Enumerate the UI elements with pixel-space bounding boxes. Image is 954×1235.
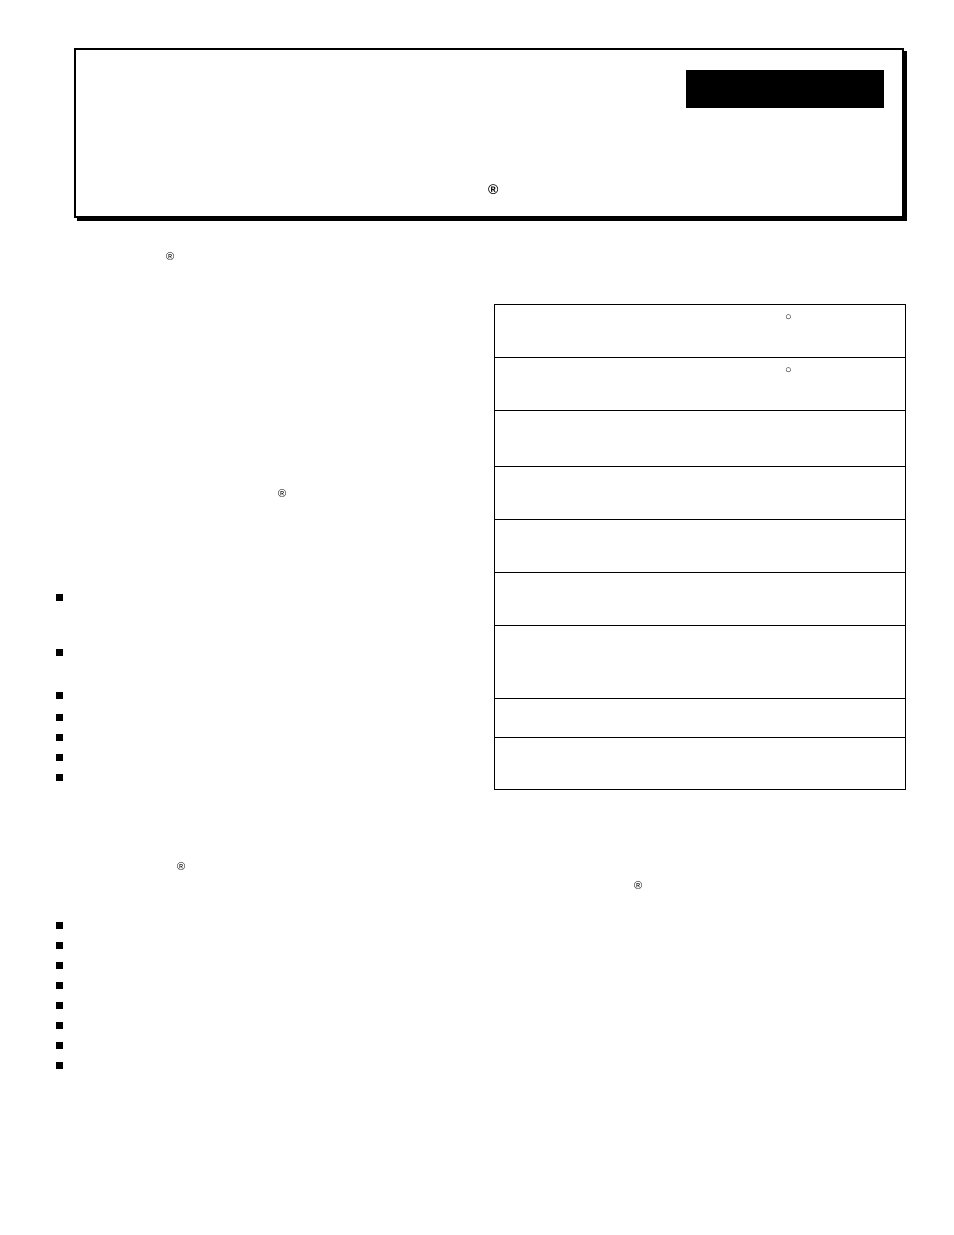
- table-cell-value: [765, 520, 905, 540]
- bullet-icon: [56, 774, 63, 781]
- bullet-icon: [56, 1002, 63, 1009]
- registered-icon: ®: [177, 861, 185, 873]
- bullet-icon: [56, 649, 63, 656]
- table-row: [495, 626, 905, 699]
- table-row: [495, 411, 905, 467]
- bullet-icon: [56, 692, 63, 699]
- table-cell-value: [765, 699, 905, 719]
- bullet-icon: [56, 962, 63, 969]
- table-cell-label: [495, 738, 765, 758]
- table-row: [495, 573, 905, 626]
- bullet-icon: [56, 942, 63, 949]
- table-cell-label: [495, 305, 765, 325]
- bullet-icon: [56, 714, 63, 721]
- table-cell-label: [495, 358, 765, 378]
- bullet-list-2: [56, 922, 63, 1082]
- bullet-icon: [56, 754, 63, 761]
- table-row: [495, 738, 905, 789]
- bullet-icon: [56, 982, 63, 989]
- table-cell-label: [495, 626, 765, 646]
- table-cell-value: [765, 738, 905, 758]
- degree-icon: ○: [785, 311, 792, 323]
- table-row: [495, 699, 905, 738]
- table-cell-label: [495, 467, 765, 487]
- table-row: [495, 467, 905, 520]
- bullet-icon: [56, 1062, 63, 1069]
- bullet-icon: [56, 1022, 63, 1029]
- spec-table: [494, 304, 906, 790]
- table-cell-label: [495, 520, 765, 540]
- bullet-icon: [56, 594, 63, 601]
- table-cell-value: [765, 573, 905, 593]
- bullet-icon: [56, 922, 63, 929]
- table-cell-label: [495, 573, 765, 593]
- bullet-list-1: [56, 594, 63, 796]
- bullet-icon: [56, 734, 63, 741]
- table-cell-value: [765, 411, 905, 431]
- registered-icon: ®: [488, 181, 498, 197]
- table-row: [495, 358, 905, 411]
- bullet-icon: [56, 1042, 63, 1049]
- registered-icon: ®: [166, 251, 174, 263]
- table-row: [495, 305, 905, 358]
- table-cell-label: [495, 411, 765, 431]
- table-cell-value: [765, 626, 905, 646]
- header-black-bar: [686, 70, 884, 108]
- table-row: [495, 520, 905, 573]
- header-box: ®: [74, 48, 904, 218]
- table-cell-label: [495, 699, 765, 719]
- table-cell-value: [765, 467, 905, 487]
- registered-icon: ®: [278, 488, 286, 500]
- degree-icon: ○: [785, 364, 792, 376]
- registered-icon: ®: [634, 880, 642, 892]
